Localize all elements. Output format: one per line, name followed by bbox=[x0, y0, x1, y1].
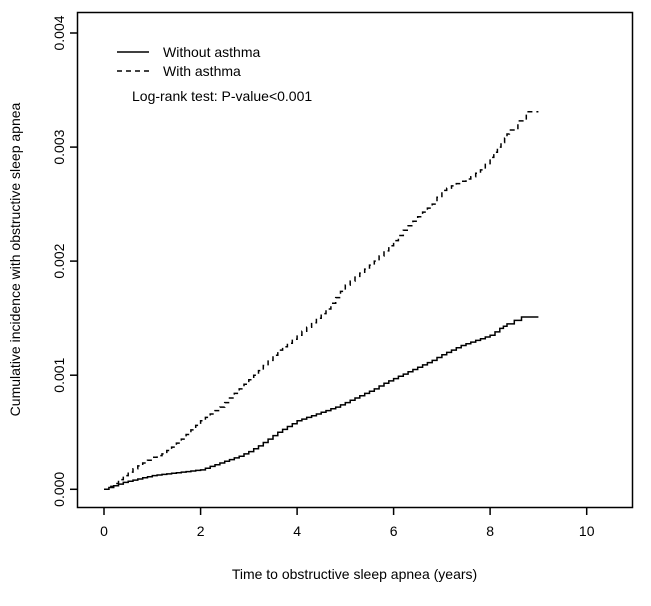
line-without-asthma bbox=[104, 316, 539, 491]
x-tick-label: 4 bbox=[293, 523, 301, 539]
y-tick-label: 0.003 bbox=[51, 129, 67, 164]
x-tick-label: 2 bbox=[197, 523, 205, 539]
y-tick-label: 0.002 bbox=[51, 243, 67, 278]
x-axis-title: Time to obstructive sleep apnea (years) bbox=[232, 566, 477, 582]
x-tick-label: 10 bbox=[579, 523, 595, 539]
y-axis-title: Cumulative incidence with obstructive sl… bbox=[7, 102, 23, 416]
y-axis-ticks: 0.000 0.001 0.002 0.003 0.004 bbox=[51, 15, 78, 507]
annotation-logrank-test: Log-rank test: P-value<0.001 bbox=[132, 88, 312, 104]
x-tick-label: 6 bbox=[390, 523, 398, 539]
legend-label-with-asthma: With asthma bbox=[163, 63, 241, 79]
x-axis-ticks: 0 2 4 6 8 10 bbox=[100, 507, 595, 539]
plot-border bbox=[76, 11, 634, 509]
x-tick-label: 8 bbox=[486, 523, 494, 539]
legend-label-without-asthma: Without asthma bbox=[163, 44, 260, 60]
y-tick-label: 0.000 bbox=[51, 472, 67, 507]
y-tick-label: 0.004 bbox=[51, 15, 67, 50]
line-with-asthma bbox=[104, 110, 539, 491]
y-tick-label: 0.001 bbox=[51, 357, 67, 392]
legend: Without asthma With asthma bbox=[117, 44, 260, 79]
x-tick-label: 0 bbox=[100, 523, 108, 539]
